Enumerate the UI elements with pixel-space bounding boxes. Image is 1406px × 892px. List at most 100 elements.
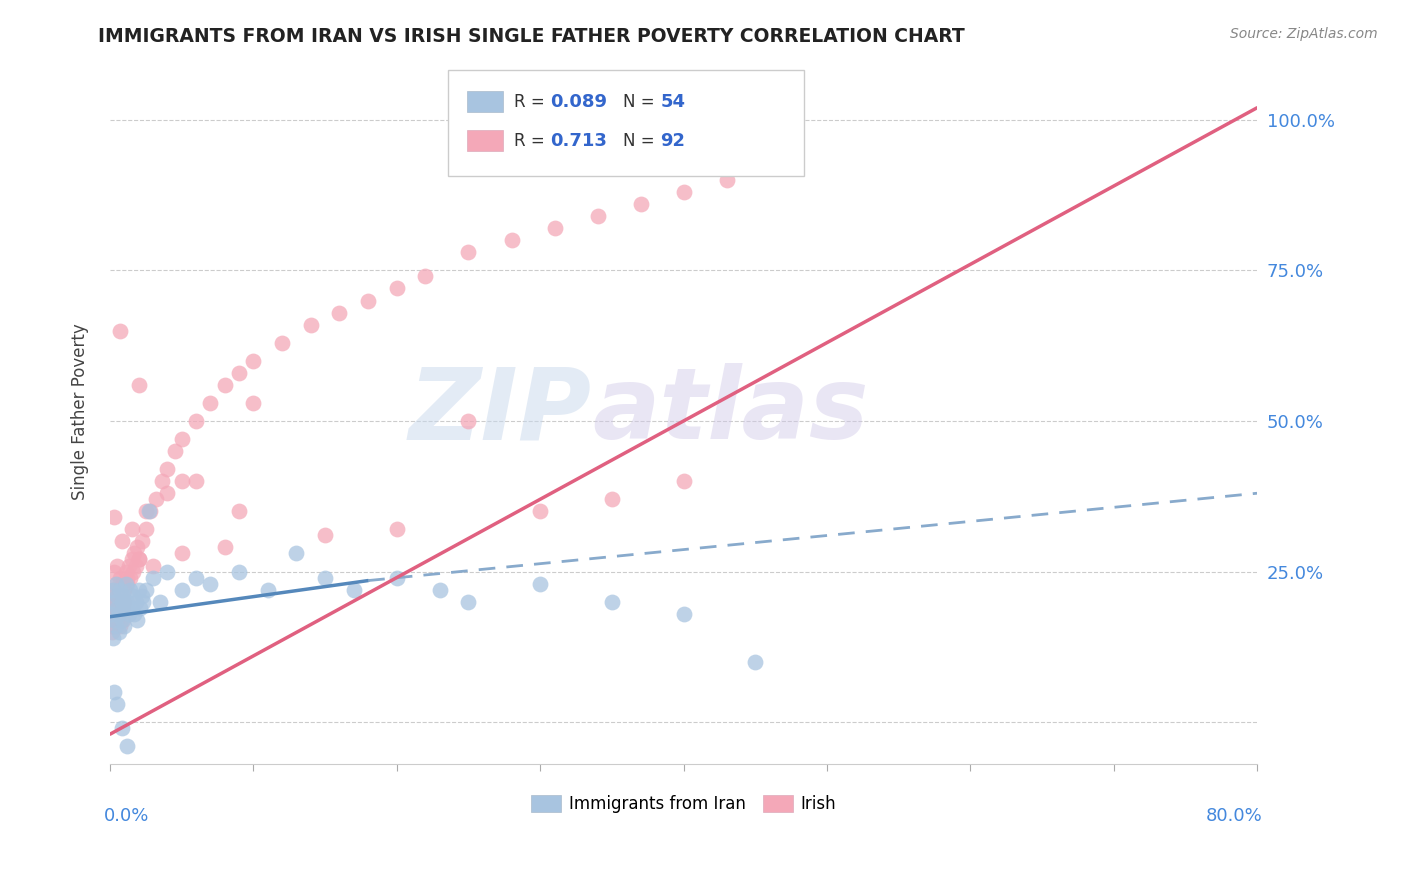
Point: [256, 582, 278, 597]
Point: [156, 462, 179, 476]
Point: [124, 607, 146, 621]
Point: [107, 589, 129, 603]
Point: [131, 534, 153, 549]
Point: [107, 624, 129, 639]
Point: [105, 558, 128, 573]
Point: [314, 570, 336, 584]
Point: [200, 576, 222, 591]
Point: [129, 600, 152, 615]
Point: [110, 600, 132, 615]
Text: ZIP: ZIP: [409, 363, 592, 460]
Point: [121, 522, 143, 536]
Point: [104, 576, 127, 591]
Point: [758, 161, 780, 175]
Point: [142, 570, 165, 584]
Point: [104, 600, 127, 615]
Point: [100, 607, 122, 621]
Point: [103, 607, 125, 621]
Text: 0.713: 0.713: [551, 132, 607, 150]
Text: 80.0%: 80.0%: [1206, 806, 1263, 824]
Point: [214, 541, 236, 555]
Point: [630, 197, 652, 211]
Point: [101, 594, 124, 608]
Point: [103, 594, 125, 608]
Point: [128, 582, 150, 597]
Point: [457, 594, 479, 608]
Point: [107, 607, 129, 621]
Point: [214, 377, 236, 392]
Point: [228, 366, 250, 380]
Text: Source: ZipAtlas.com: Source: ZipAtlas.com: [1230, 27, 1378, 41]
Point: [118, 558, 141, 573]
Text: 0.0%: 0.0%: [104, 806, 149, 824]
Point: [127, 541, 149, 555]
Point: [111, 600, 134, 615]
Point: [104, 619, 127, 633]
Point: [117, 739, 139, 754]
Point: [115, 565, 138, 579]
Point: [112, 594, 135, 608]
Point: [110, 721, 132, 735]
Point: [135, 504, 157, 518]
Point: [343, 582, 366, 597]
Point: [105, 613, 128, 627]
Point: [101, 582, 124, 597]
Point: [100, 594, 122, 608]
Point: [672, 474, 695, 488]
Point: [108, 619, 131, 633]
Point: [100, 600, 122, 615]
Point: [128, 552, 150, 566]
Point: [357, 293, 380, 308]
Point: [111, 589, 134, 603]
Point: [110, 576, 132, 591]
Point: [672, 185, 695, 199]
Point: [744, 655, 766, 669]
Point: [139, 504, 162, 518]
Point: [184, 570, 207, 584]
Point: [105, 589, 128, 603]
Point: [107, 582, 129, 597]
Legend: Immigrants from Iran, Irish: Immigrants from Iran, Irish: [524, 788, 844, 820]
Point: [127, 613, 149, 627]
Point: [111, 576, 134, 591]
Point: [586, 209, 609, 223]
Point: [415, 269, 437, 284]
Point: [103, 510, 125, 524]
Text: 54: 54: [661, 93, 686, 111]
Point: [163, 444, 186, 458]
Point: [125, 558, 148, 573]
Point: [299, 318, 322, 332]
Point: [108, 570, 131, 584]
Point: [105, 697, 128, 711]
Point: [600, 594, 623, 608]
Point: [120, 582, 142, 597]
Point: [100, 619, 122, 633]
Point: [385, 522, 408, 536]
Text: N =: N =: [623, 93, 659, 111]
Point: [120, 570, 142, 584]
Point: [385, 281, 408, 295]
Point: [149, 594, 172, 608]
Point: [170, 546, 193, 560]
Point: [271, 335, 294, 350]
Point: [112, 582, 135, 597]
Point: [142, 558, 165, 573]
Point: [103, 589, 125, 603]
Point: [103, 619, 125, 633]
Text: 92: 92: [661, 132, 686, 150]
Point: [122, 589, 145, 603]
Point: [150, 474, 173, 488]
Point: [138, 504, 160, 518]
Point: [145, 492, 167, 507]
Point: [429, 582, 451, 597]
Point: [121, 600, 143, 615]
Point: [112, 600, 135, 615]
Point: [107, 607, 129, 621]
Point: [124, 546, 146, 560]
Point: [501, 233, 523, 247]
Point: [110, 589, 132, 603]
Point: [385, 570, 408, 584]
FancyBboxPatch shape: [449, 70, 804, 176]
Point: [125, 594, 148, 608]
FancyBboxPatch shape: [467, 91, 503, 112]
